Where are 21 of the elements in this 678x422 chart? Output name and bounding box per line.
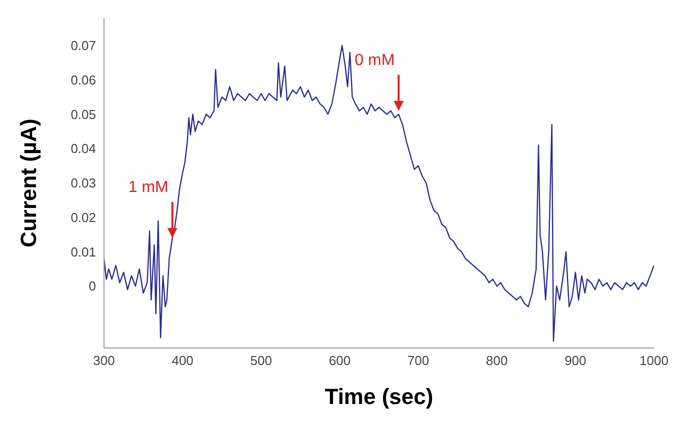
line-series <box>104 44 654 342</box>
y-tick-label: 0.01 <box>70 244 96 260</box>
y-tick-label: 0.03 <box>70 176 96 191</box>
annotation: 1 mM <box>128 179 168 196</box>
y-tick-label: 0.05 <box>70 106 96 122</box>
y-tick-label: 0.02 <box>70 210 96 225</box>
y-tick-label: 0.06 <box>70 72 96 88</box>
y-tick-label: 0.07 <box>70 38 96 54</box>
x-tick-label: 500 <box>250 353 272 368</box>
x-tick-label: 600 <box>328 353 351 368</box>
y-tick-label: 0 <box>88 278 96 294</box>
y-tick-label: 0.04 <box>70 141 96 156</box>
y-axis-title: Current (µA) <box>16 118 41 248</box>
annotation: 0 mM <box>354 52 395 69</box>
x-axis-title: Time (sec) <box>324 384 434 409</box>
x-tick-label: 800 <box>486 353 508 368</box>
x-tick-label: 400 <box>172 353 194 368</box>
x-tick-label: 1000 <box>640 353 668 368</box>
x-tick-label: 900 <box>564 353 586 368</box>
x-tick-label: 700 <box>407 353 430 368</box>
x-tick-label: 300 <box>93 353 115 368</box>
